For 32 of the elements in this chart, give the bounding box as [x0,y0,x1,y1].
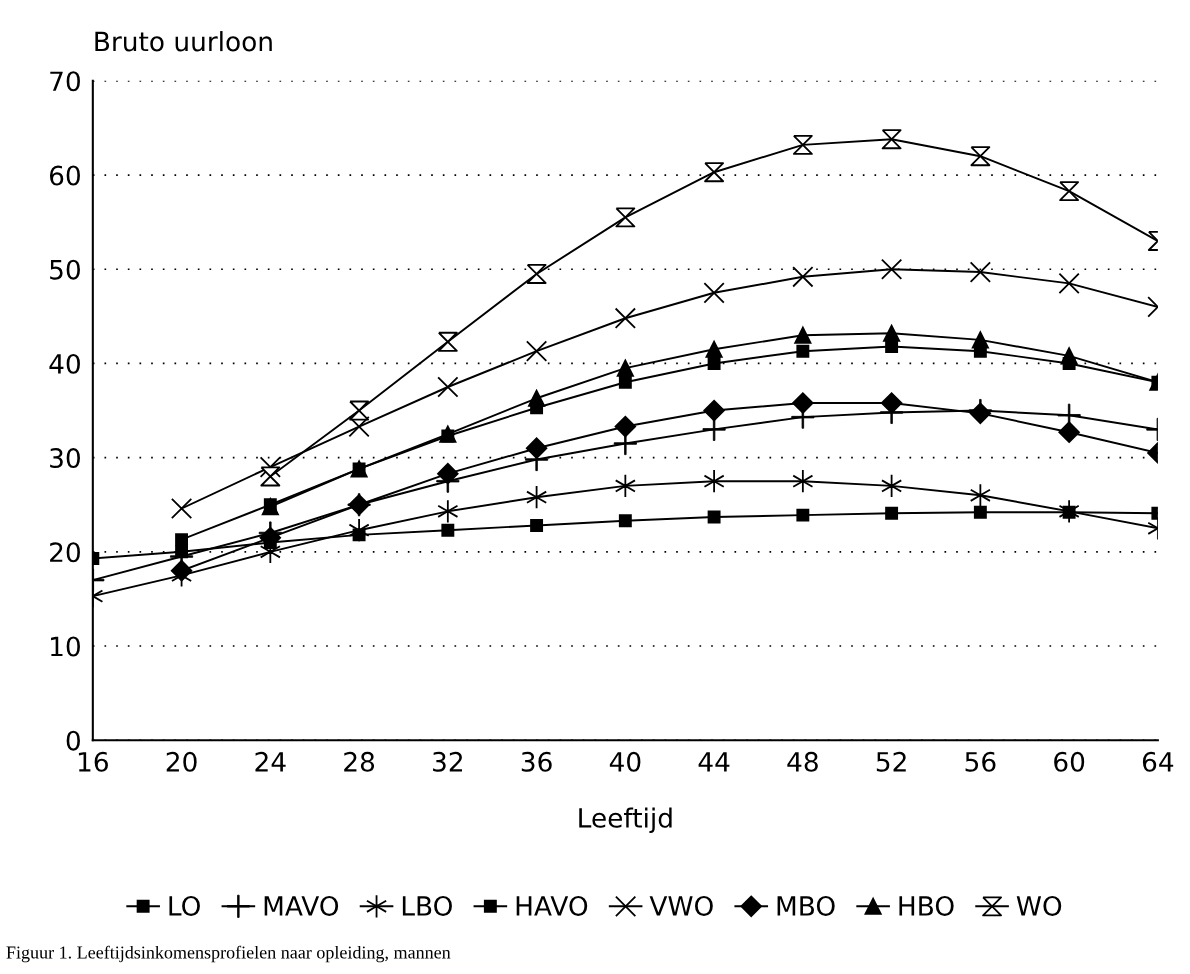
x-axis-title: Leeftijd [579,807,672,833]
x-tick-label: 24 [255,751,286,772]
x-tick-label: 20 [166,751,197,772]
legend-label: HBO [899,895,954,916]
legend-label: VWO [649,895,713,916]
x-tick-label: 36 [521,751,552,772]
y-tick-label: 50 [50,259,80,280]
y-tick-label: 70 [50,71,80,92]
y-tick-label: 60 [49,165,80,186]
x-tick-label: 48 [787,751,818,772]
legend-label: LO [169,895,200,916]
legend-label: MAVO [264,895,339,916]
x-tick-label: 56 [965,751,996,772]
y-tick-label: 0 [66,730,80,751]
legend-label: HAVO [516,895,588,916]
legend-label: WO [1016,895,1062,916]
x-tick-label: 44 [698,752,730,772]
text: Figuur 1. Leeftijdsinkomensprofielen naar opleiding, mannen [6,945,451,963]
x-tick-label: 64 [1142,751,1174,772]
x-tick-label: 60 [1054,751,1085,772]
x-tick-label: 40 [609,751,641,772]
x-tick-label: 52 [876,751,906,772]
legend-label: LBO [402,895,452,916]
x-tick-label: 16 [78,751,108,772]
y-tick-label: 30 [50,448,80,469]
y-tick-label: 10 [51,636,80,657]
legend-label: MBO [777,895,835,916]
x-tick-label: 28 [344,751,375,772]
x-tick-label: 32 [433,751,462,772]
y-axis-title: Bruto uurloon [95,31,272,52]
y-tick-label: 40 [49,353,80,374]
y-tick-label: 20 [50,542,80,563]
